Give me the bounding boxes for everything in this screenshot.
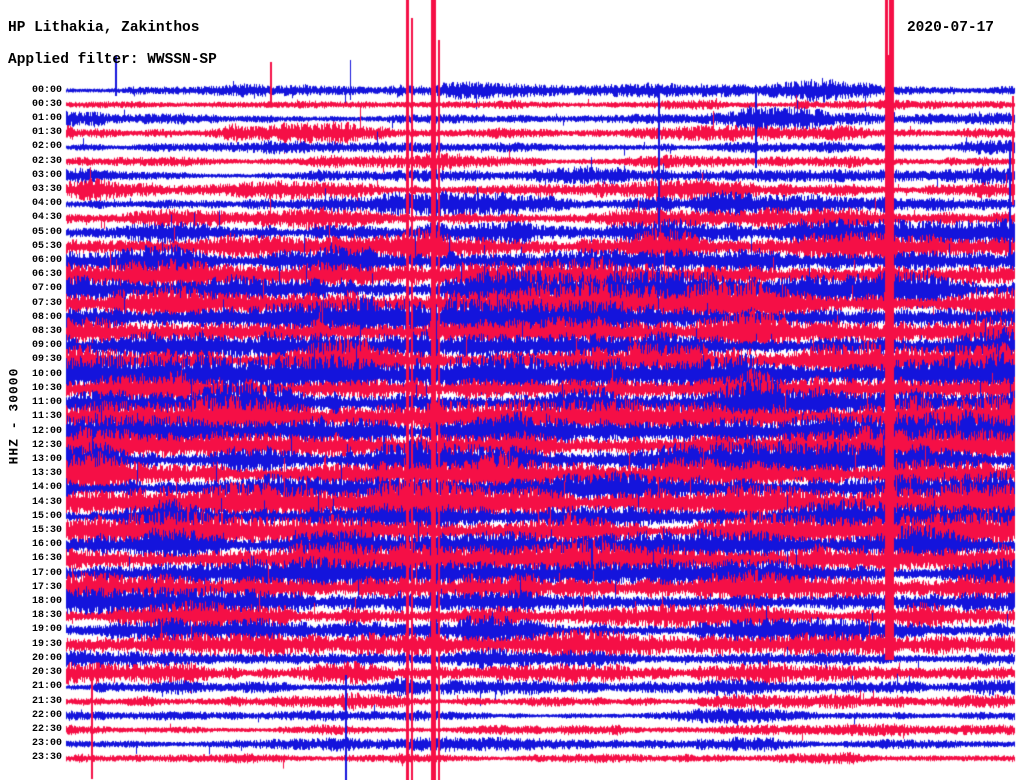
time-label: 16:00 [31, 539, 62, 551]
time-label: 06:00 [31, 255, 62, 267]
time-label: 09:30 [31, 354, 62, 366]
time-label: 21:30 [31, 695, 62, 707]
time-label: 16:30 [31, 553, 62, 565]
time-label: 06:30 [31, 269, 62, 281]
time-label: 18:00 [31, 596, 62, 608]
time-label: 20:00 [31, 652, 62, 664]
time-label: 17:30 [31, 581, 62, 593]
time-label: 15:00 [31, 510, 62, 522]
time-label: 22:30 [31, 723, 62, 735]
time-label: 01:30 [31, 127, 62, 139]
time-label: 09:00 [31, 340, 62, 352]
time-label: 05:00 [31, 226, 62, 238]
time-label: 10:00 [31, 368, 62, 380]
time-label: 19:30 [31, 638, 62, 650]
time-label: 14:30 [31, 496, 62, 508]
time-label: 05:30 [31, 240, 62, 252]
time-label: 12:00 [31, 425, 62, 437]
time-label: 20:30 [31, 667, 62, 679]
filter-label: Applied filter: WWSSN-SP [8, 52, 217, 68]
time-label: 00:30 [31, 98, 62, 110]
time-label: 13:30 [31, 468, 62, 480]
time-label: 11:00 [31, 397, 62, 409]
date-label: 2020-07-17 [906, 20, 994, 36]
time-label: 23:00 [31, 738, 62, 750]
time-label: 04:30 [31, 212, 62, 224]
time-label: 07:30 [31, 297, 62, 309]
time-label: 22:00 [31, 709, 62, 721]
time-label: 13:00 [31, 453, 62, 465]
time-label: 10:30 [31, 382, 62, 394]
time-label: 03:30 [31, 183, 62, 195]
time-label: 07:00 [31, 283, 62, 295]
time-label: 02:30 [31, 155, 62, 167]
time-label: 15:30 [31, 525, 62, 536]
time-label: 12:30 [31, 439, 62, 451]
time-label: 18:30 [31, 610, 62, 622]
time-label: 04:00 [31, 198, 62, 210]
time-label: 08:30 [31, 326, 62, 338]
time-label: 17:00 [31, 567, 62, 579]
station-title: HP Lithakia, Zakinthos [8, 20, 200, 36]
time-label: 01:00 [31, 112, 62, 124]
time-label: 23:30 [31, 752, 62, 764]
time-label: 00:00 [31, 84, 62, 96]
time-label: 02:00 [31, 141, 62, 153]
time-label: 21:00 [31, 681, 62, 693]
time-label: 08:00 [31, 311, 62, 323]
time-label: 11:30 [31, 411, 62, 423]
time-label: 14:00 [31, 482, 62, 494]
time-label: 19:00 [31, 624, 62, 636]
time-label: 03:00 [31, 169, 62, 181]
